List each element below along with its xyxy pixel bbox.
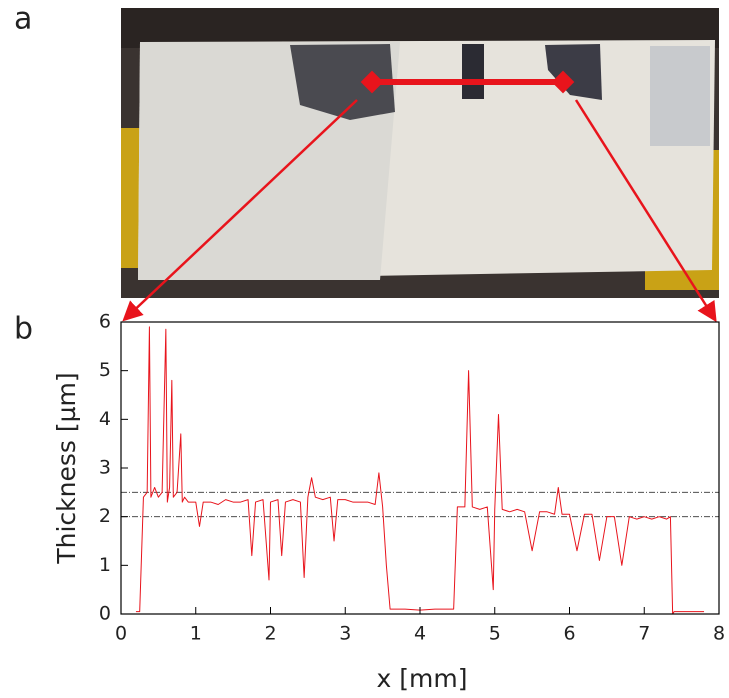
panel-label: b — [14, 312, 33, 347]
panel-label: a — [14, 2, 32, 37]
x-tick-label: 7 — [638, 623, 650, 645]
photo — [121, 8, 719, 323]
x-tick-label: 6 — [563, 623, 575, 645]
x-axis-label: x [mm] — [377, 664, 468, 693]
x-tick-label: 3 — [339, 623, 351, 645]
x-tick-label: 2 — [264, 623, 276, 645]
y-tick-label: 2 — [99, 505, 111, 527]
y-tick-label: 0 — [99, 603, 111, 625]
data-line — [135, 326, 705, 615]
y-tick-label: 1 — [99, 554, 111, 576]
y-tick-label: 6 — [99, 311, 111, 333]
plot-frame — [120, 321, 720, 615]
x-tick-label: 5 — [489, 623, 501, 645]
y-tick-label: 3 — [99, 457, 111, 479]
x-tick-label: 1 — [190, 623, 202, 645]
x-tick-label: 8 — [713, 623, 725, 645]
y-tick-label: 4 — [99, 408, 111, 430]
y-tick-label: 5 — [99, 359, 111, 381]
y-axis-label: Thickness [µm] — [52, 372, 81, 564]
x-tick-label: 4 — [414, 623, 426, 645]
x-tick-label: 0 — [115, 623, 127, 645]
